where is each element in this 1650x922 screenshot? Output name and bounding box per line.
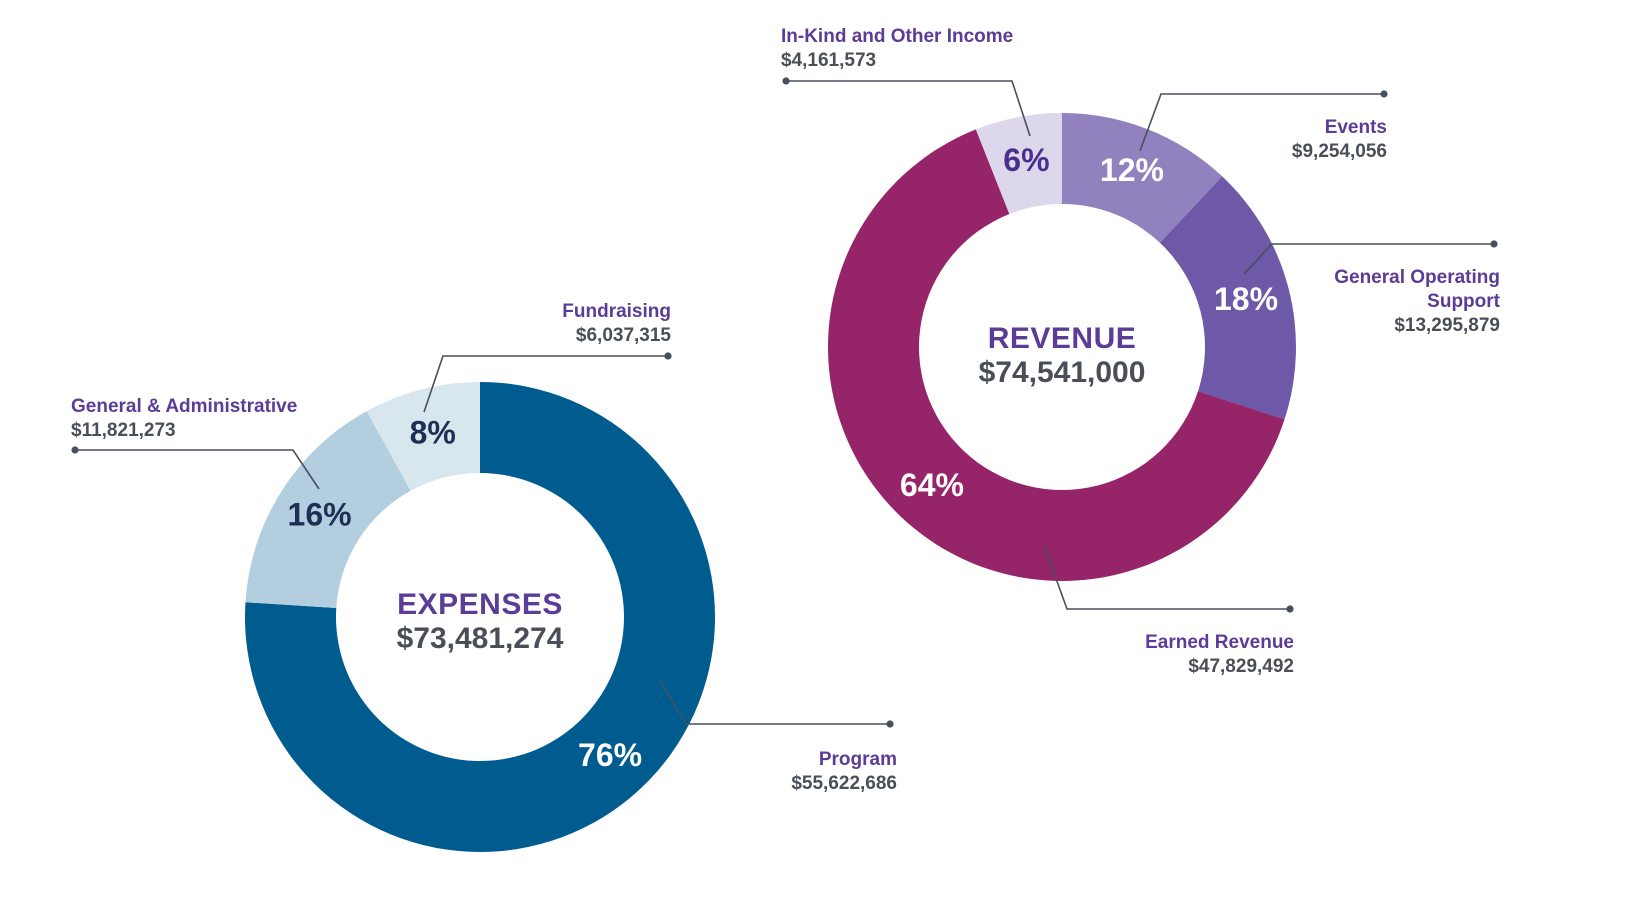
revenue-leader-line-earned-revenue	[1044, 547, 1290, 610]
revenue-category-name-general-operating-support-line-1: General Operating	[1334, 267, 1500, 288]
expenses-leader-dot-general-and-administrative	[71, 446, 79, 454]
revenue-leader-dot-earned-revenue	[1286, 605, 1294, 613]
revenue-slice-events	[1062, 113, 1223, 243]
expenses-percent-label-fundraising: 8%	[410, 414, 456, 450]
revenue-category-name-in-kind-and-other-income: In-Kind and Other Income	[781, 26, 1013, 47]
revenue-category-amount-earned-revenue: $47,829,492	[1188, 656, 1294, 677]
revenue-category-amount-in-kind-and-other-income: $4,161,573	[781, 50, 876, 71]
revenue-leader-line-in-kind-and-other-income	[786, 80, 1031, 137]
expenses-category-amount-fundraising: $6,037,315	[576, 325, 672, 346]
revenue-leader-line-general-operating-support	[1243, 243, 1494, 275]
revenue-slice-earned-revenue	[827, 129, 1285, 581]
expenses-slice-fundraising	[366, 382, 480, 491]
revenue-leader-dot-events	[1380, 90, 1388, 98]
revenue-donut-chart: 12% Events $9,254,056 18% General Operating S…	[781, 26, 1501, 677]
revenue-category-name-events: Events	[1325, 117, 1387, 138]
expenses-percent-label-program: 76%	[578, 737, 642, 773]
revenue-slice-in-kind-and-other-income	[975, 113, 1062, 215]
expenses-leader-line-fundraising	[423, 355, 668, 413]
revenue-center-title: REVENUE	[988, 322, 1137, 355]
expenses-donut-chart: 76% Program $55,622,686 16% General & Admini…	[71, 301, 897, 853]
expenses-leader-line-program	[659, 679, 890, 725]
expenses-leader-line-general-and-administrative	[75, 449, 320, 490]
expenses-slice-general-and-administrative	[245, 411, 411, 608]
revenue-category-amount-general-operating-support: $13,295,879	[1394, 315, 1500, 336]
expenses-slice-program	[245, 382, 715, 853]
expenses-leader-dot-program	[886, 720, 894, 728]
revenue-category-name-general-operating-support-line-2: Support	[1427, 291, 1500, 312]
revenue-category-name-earned-revenue: Earned Revenue	[1145, 632, 1294, 653]
revenue-percent-label-events: 12%	[1100, 152, 1164, 188]
expenses-category-amount-general-and-administrative: $11,821,273	[71, 420, 176, 441]
revenue-leader-line-events	[1139, 93, 1384, 152]
revenue-leader-dot-in-kind-and-other-income	[782, 77, 790, 85]
revenue-category-amount-events: $9,254,056	[1292, 141, 1387, 162]
expenses-center-total: $73,481,274	[397, 622, 564, 655]
expenses-leader-dot-fundraising	[664, 352, 672, 360]
expenses-category-amount-program: $55,622,686	[791, 773, 897, 794]
expenses-percent-label-general-and-administrative: 16%	[288, 497, 352, 533]
expenses-category-name-fundraising: Fundraising	[562, 301, 671, 322]
revenue-slice-general-operating-support	[1159, 176, 1297, 420]
expenses-category-name-general-and-administrative: General & Administrative	[71, 396, 297, 417]
revenue-percent-label-earned-revenue: 64%	[900, 467, 964, 503]
revenue-leader-dot-general-operating-support	[1490, 240, 1498, 248]
expenses-category-name-program: Program	[819, 749, 897, 770]
expenses-center-title: EXPENSES	[397, 588, 563, 621]
revenue-center-total: $74,541,000	[979, 356, 1146, 389]
revenue-percent-label-in-kind-and-other-income: 6%	[1003, 142, 1049, 178]
revenue-percent-label-general-operating-support: 18%	[1214, 281, 1278, 317]
